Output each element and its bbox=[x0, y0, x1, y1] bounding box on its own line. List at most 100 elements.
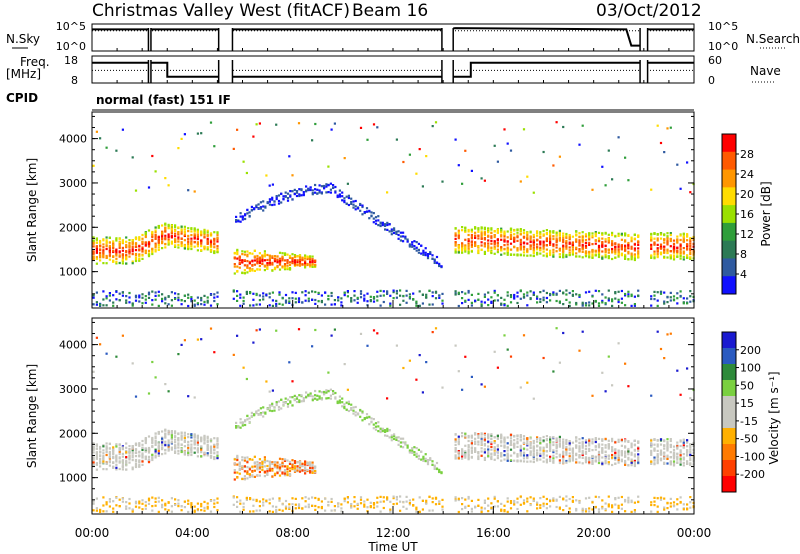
power-point-2580 bbox=[522, 248, 526, 251]
velocity-point-1555 bbox=[314, 496, 317, 500]
power-point-4180 bbox=[679, 290, 682, 293]
velocity-point-659 bbox=[151, 509, 154, 512]
power-point-2804 bbox=[542, 243, 545, 246]
power-point-4436 bbox=[248, 269, 251, 273]
power-colorbar-swatch-1 bbox=[722, 151, 736, 171]
velocity-point-1581 bbox=[327, 500, 330, 504]
velocity-point-347 bbox=[121, 497, 124, 500]
power-point-1430 bbox=[258, 303, 261, 306]
velocity-point-3145 bbox=[575, 458, 578, 461]
velocity-point-3495 bbox=[607, 447, 610, 450]
velocity-point-4133 bbox=[676, 441, 679, 444]
velocity-point-2601 bbox=[522, 499, 526, 502]
power-point-2874 bbox=[549, 236, 552, 239]
power-point-3824 bbox=[637, 250, 640, 253]
velocity-point-2871 bbox=[549, 438, 552, 441]
velocity-point-371 bbox=[125, 442, 128, 445]
velocity-point-1667 bbox=[366, 344, 369, 347]
velocity-point-4167 bbox=[679, 458, 682, 461]
power-point-1436 bbox=[258, 122, 261, 125]
power-point-3328 bbox=[591, 234, 594, 237]
power-point-5068 bbox=[314, 188, 317, 191]
velocity-point-1069 bbox=[190, 446, 193, 449]
power-point-4214 bbox=[682, 240, 685, 243]
power-point-1938 bbox=[461, 182, 464, 185]
velocity-point-3205 bbox=[581, 462, 584, 465]
velocity-point-2067 bbox=[474, 437, 477, 440]
power-point-3092 bbox=[568, 291, 571, 295]
velocity-point-1785 bbox=[421, 508, 424, 511]
velocity-point-681 bbox=[154, 432, 157, 435]
velocity-point-603 bbox=[147, 435, 151, 438]
velocity-point-2897 bbox=[552, 451, 555, 454]
power-point-1478 bbox=[278, 291, 281, 294]
velocity-point-4023 bbox=[666, 457, 669, 460]
velocity-point-3999 bbox=[663, 457, 666, 460]
power-point-1632 bbox=[350, 300, 353, 303]
power-point-1748 bbox=[405, 294, 408, 297]
velocity-point-687 bbox=[154, 437, 157, 440]
velocity-point-1383 bbox=[236, 500, 239, 503]
power-point-480 bbox=[134, 245, 138, 248]
power-point-4726 bbox=[293, 255, 297, 258]
velocity-point-29 bbox=[92, 502, 95, 505]
power-colorbar-swatch-5 bbox=[722, 222, 736, 242]
power-point-666 bbox=[154, 250, 157, 253]
power-point-3434 bbox=[601, 232, 604, 235]
power-point-5366 bbox=[424, 251, 427, 254]
velocity-point-3289 bbox=[588, 449, 591, 452]
power-point-1134 bbox=[196, 235, 199, 238]
power-point-3622 bbox=[617, 136, 620, 139]
power-point-1182 bbox=[200, 239, 203, 242]
power-colorbar-label-4: 12 bbox=[740, 228, 754, 241]
power-point-5174 bbox=[352, 206, 355, 209]
velocity-point-2919 bbox=[552, 499, 555, 502]
power-point-2288 bbox=[493, 144, 496, 147]
velocity-point-53 bbox=[95, 443, 98, 446]
velocity-point-867 bbox=[170, 436, 173, 439]
power-point-472 bbox=[134, 252, 138, 256]
power-point-1636 bbox=[353, 299, 356, 302]
velocity-point-3175 bbox=[578, 438, 581, 441]
velocity-point-3009 bbox=[562, 459, 565, 462]
power-point-1148 bbox=[196, 237, 199, 241]
velocity-point-1285 bbox=[209, 455, 213, 458]
velocity-point-2799 bbox=[542, 460, 545, 463]
power-point-2242 bbox=[490, 246, 493, 249]
power-point-5162 bbox=[347, 203, 350, 207]
velocity-point-1589 bbox=[330, 500, 333, 503]
power-point-2 bbox=[92, 236, 95, 239]
velocity-point-2197 bbox=[487, 445, 490, 448]
power-point-1380 bbox=[236, 299, 239, 302]
power-colorbar-swatch-2 bbox=[722, 169, 736, 188]
velocity-point-2661 bbox=[529, 437, 532, 440]
velocity-point-2835 bbox=[545, 439, 548, 442]
power-point-4828 bbox=[311, 258, 314, 261]
velocity-point-2225 bbox=[490, 442, 493, 445]
velocity-point-645 bbox=[151, 453, 154, 456]
power-point-4256 bbox=[686, 161, 689, 164]
velocity-point-1367 bbox=[216, 501, 219, 504]
velocity-point-3579 bbox=[614, 454, 617, 457]
power-point-3468 bbox=[604, 244, 607, 248]
power-point-1598 bbox=[333, 122, 336, 125]
velocity-point-1995 bbox=[467, 445, 470, 448]
power-point-2458 bbox=[509, 227, 513, 230]
power-point-4676 bbox=[286, 260, 289, 263]
power-point-804 bbox=[164, 177, 167, 180]
power-point-2564 bbox=[519, 297, 522, 300]
velocity-point-125 bbox=[102, 468, 105, 471]
power-point-3692 bbox=[624, 156, 627, 159]
power-point-2802 bbox=[542, 250, 545, 253]
power-point-5276 bbox=[390, 230, 393, 233]
velocity-point-861 bbox=[170, 434, 173, 437]
velocity-point-3273 bbox=[588, 458, 591, 461]
velocity-point-445 bbox=[131, 454, 134, 457]
velocity-point-791 bbox=[164, 436, 167, 439]
power-point-1468 bbox=[275, 302, 278, 305]
velocity-point-427 bbox=[131, 459, 134, 462]
velocity-point-433 bbox=[131, 468, 134, 471]
power-point-4464 bbox=[253, 263, 256, 266]
power-point-5112 bbox=[329, 182, 332, 185]
power-point-3604 bbox=[617, 232, 620, 235]
